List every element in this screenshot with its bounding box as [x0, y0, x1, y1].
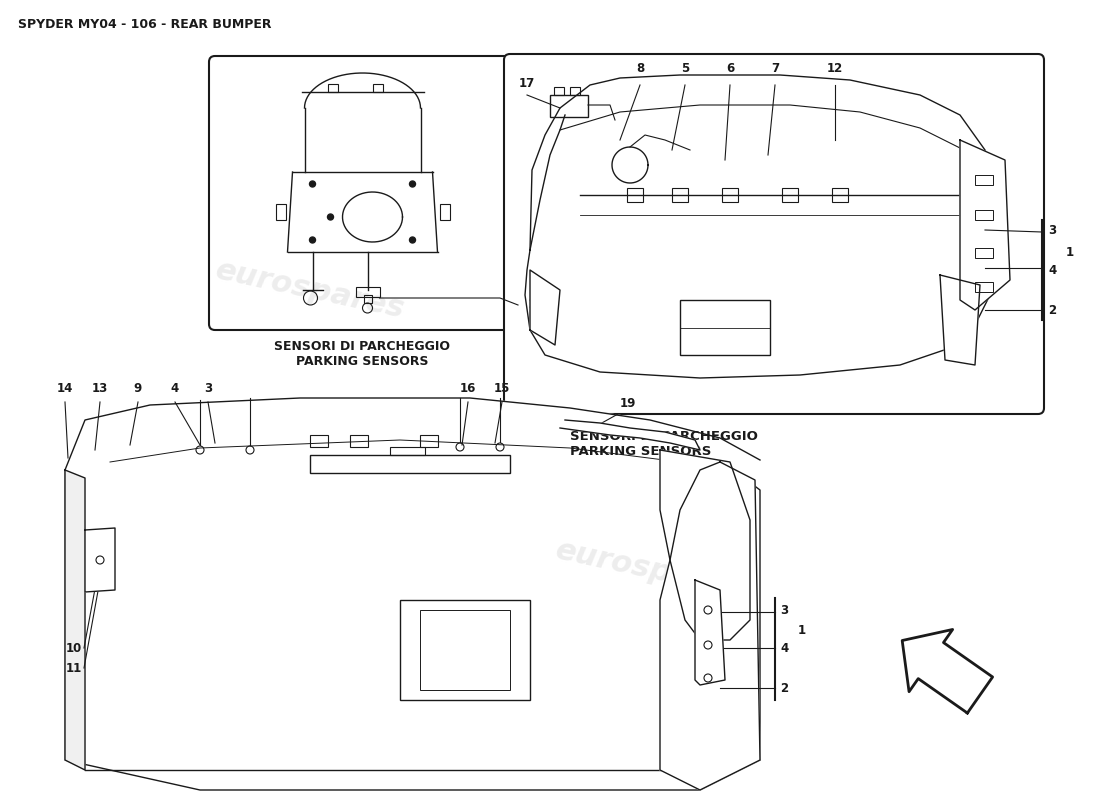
Text: 10: 10	[66, 642, 82, 654]
Text: 15: 15	[494, 382, 510, 395]
Text: SENSORI DI PARCHEGGIO
PARKING SENSORS: SENSORI DI PARCHEGGIO PARKING SENSORS	[275, 340, 451, 368]
Polygon shape	[65, 435, 760, 790]
Bar	[550, 95, 588, 117]
Text: 17: 17	[519, 77, 535, 90]
Bar	[570, 87, 580, 95]
Text: 5: 5	[681, 62, 689, 75]
Text: SPYDER MY04 - 106 - REAR BUMPER: SPYDER MY04 - 106 - REAR BUMPER	[18, 18, 272, 31]
Text: 3: 3	[780, 603, 788, 617]
Text: 4: 4	[170, 382, 179, 395]
Bar	[680, 300, 770, 355]
Text: 4: 4	[780, 642, 789, 654]
Text: 3: 3	[204, 382, 212, 395]
Text: 8: 8	[636, 62, 645, 75]
Text: 11: 11	[66, 662, 82, 674]
Bar	[420, 435, 438, 447]
Bar	[350, 435, 368, 447]
Text: 1: 1	[798, 623, 806, 637]
Text: 7: 7	[771, 62, 779, 75]
Circle shape	[409, 237, 416, 243]
Text: eurospares: eurospares	[212, 256, 407, 324]
Circle shape	[409, 181, 416, 187]
Bar	[832, 188, 848, 202]
Text: 18: 18	[528, 298, 544, 311]
Polygon shape	[560, 420, 700, 450]
FancyBboxPatch shape	[209, 56, 516, 330]
Bar	[975, 175, 993, 185]
Bar	[420, 610, 510, 690]
Bar	[390, 447, 425, 455]
Polygon shape	[525, 75, 1005, 378]
Polygon shape	[660, 450, 750, 640]
Circle shape	[309, 181, 316, 187]
Bar	[672, 188, 688, 202]
Text: 13: 13	[92, 382, 108, 395]
Bar	[975, 210, 993, 220]
Text: SENSORI DI PARCHEGGIO
PARKING SENSORS: SENSORI DI PARCHEGGIO PARKING SENSORS	[570, 430, 758, 458]
Text: 2: 2	[1048, 303, 1056, 317]
Text: 3: 3	[1048, 223, 1056, 237]
Text: 1: 1	[1066, 246, 1074, 258]
Bar	[627, 188, 644, 202]
Bar	[440, 204, 450, 220]
Circle shape	[328, 214, 333, 220]
Polygon shape	[960, 140, 1010, 310]
Polygon shape	[65, 470, 85, 770]
Text: 19: 19	[620, 397, 637, 410]
Bar	[554, 87, 564, 95]
Text: 16: 16	[460, 382, 476, 395]
Bar	[328, 84, 338, 92]
Text: 6: 6	[726, 62, 734, 75]
Bar	[722, 188, 738, 202]
Bar	[975, 282, 993, 292]
Polygon shape	[940, 275, 980, 365]
Bar	[975, 248, 993, 258]
Bar	[363, 295, 372, 303]
Bar	[310, 435, 328, 447]
Bar	[275, 204, 286, 220]
Bar	[400, 600, 530, 700]
Text: 2: 2	[780, 682, 788, 694]
Text: eurospares: eurospares	[552, 536, 747, 604]
Bar	[355, 287, 380, 297]
Circle shape	[309, 237, 316, 243]
Bar	[373, 84, 383, 92]
Bar	[782, 188, 797, 202]
FancyBboxPatch shape	[504, 54, 1044, 414]
Text: 12: 12	[827, 62, 843, 75]
Polygon shape	[65, 398, 760, 470]
Polygon shape	[530, 270, 560, 345]
Polygon shape	[85, 528, 116, 592]
Text: 9: 9	[134, 382, 142, 395]
Bar	[310, 455, 510, 473]
Text: 14: 14	[57, 382, 74, 395]
Polygon shape	[660, 462, 760, 790]
Polygon shape	[902, 630, 992, 713]
Polygon shape	[695, 580, 725, 685]
Text: 4: 4	[1048, 263, 1056, 277]
